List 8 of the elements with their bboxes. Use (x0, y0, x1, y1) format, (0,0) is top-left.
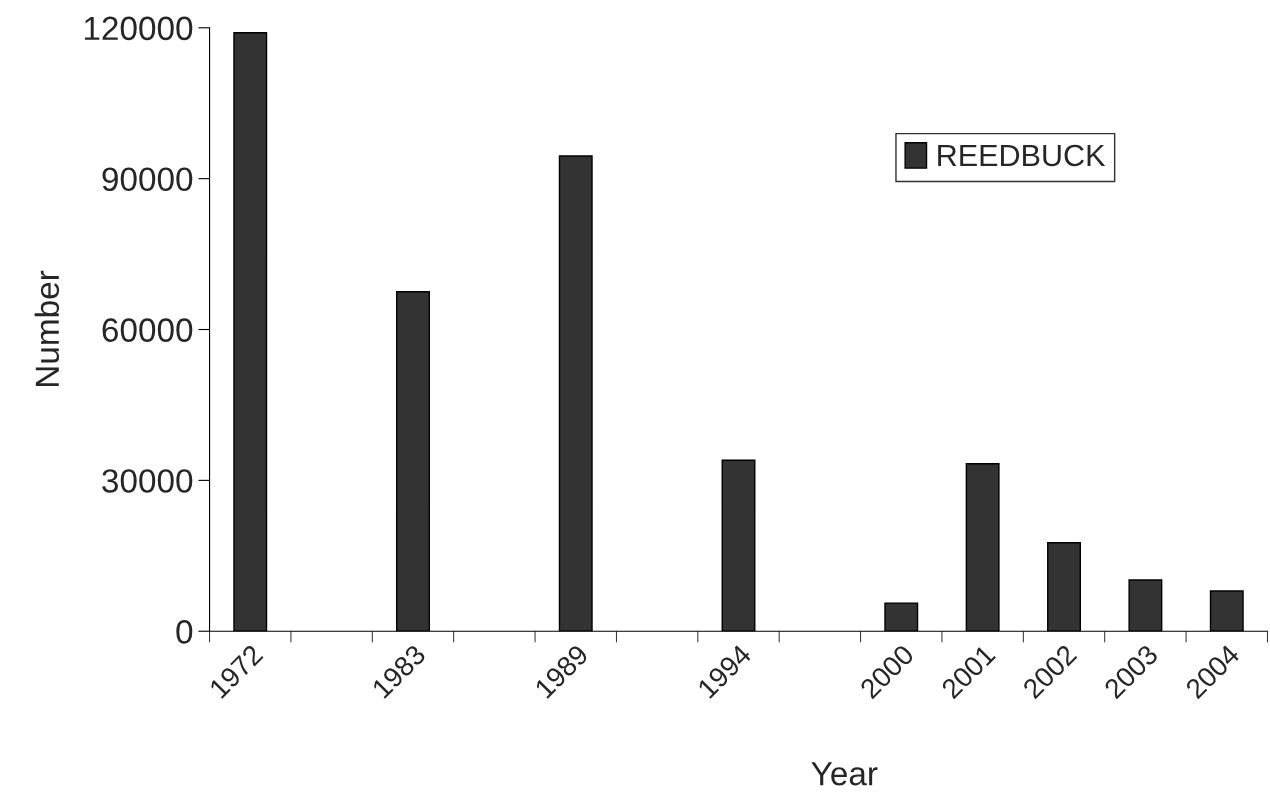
y-tick-label: 90000 (102, 167, 193, 192)
y-tick-label: 120000 (84, 16, 193, 41)
x-axis-title: Year (811, 762, 878, 786)
y-tick-label: 60000 (102, 318, 193, 342)
y-axis-title: Number (34, 270, 60, 387)
legend-label: REEDBUCK (938, 144, 1106, 167)
y-tick-label: 30000 (102, 469, 193, 493)
y-tick-label: 0 (176, 620, 193, 644)
